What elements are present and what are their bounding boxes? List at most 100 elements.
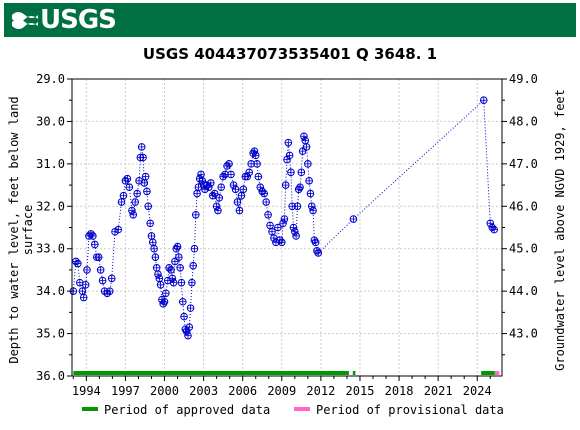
data-point bbox=[91, 240, 99, 249]
data-point bbox=[107, 274, 116, 283]
legend-provisional-swatch bbox=[294, 407, 310, 411]
y-right-tick-label: 46.0 bbox=[509, 199, 538, 213]
data-point bbox=[486, 219, 495, 228]
data-point bbox=[239, 185, 248, 194]
approved-period-bar bbox=[352, 371, 356, 375]
x-tick-label: 2015 bbox=[346, 384, 375, 398]
data-point bbox=[160, 297, 169, 306]
data-point bbox=[144, 202, 153, 211]
data-point bbox=[313, 247, 321, 255]
data-point bbox=[175, 253, 183, 262]
data-point bbox=[296, 183, 304, 191]
data-point bbox=[159, 300, 168, 308]
y-right-tick-label: 44.0 bbox=[509, 284, 538, 298]
y-axis-right: 49.0 48.0 47.0 46.0 45.0 44.0 43.0 bbox=[502, 72, 538, 356]
data-point bbox=[314, 249, 323, 257]
data-point bbox=[297, 168, 306, 177]
y-right-tick-label: 45.0 bbox=[509, 242, 538, 256]
data-point bbox=[279, 219, 287, 228]
data-point bbox=[189, 261, 197, 270]
data-point bbox=[98, 276, 107, 285]
data-point bbox=[162, 289, 170, 298]
data-point bbox=[193, 189, 201, 198]
data-point bbox=[197, 170, 205, 179]
data-point bbox=[302, 143, 311, 151]
data-point bbox=[245, 168, 254, 177]
data-point bbox=[201, 185, 209, 194]
data-point bbox=[235, 206, 244, 215]
data-point bbox=[227, 170, 235, 179]
x-tick-label: 1997 bbox=[111, 384, 140, 398]
data-point bbox=[81, 280, 90, 289]
data-point bbox=[147, 232, 156, 240]
data-point bbox=[214, 206, 222, 215]
data-point bbox=[167, 266, 175, 274]
data-point bbox=[129, 210, 138, 219]
y-right-tick-label: 49.0 bbox=[509, 72, 538, 86]
x-tick-label: 2009 bbox=[267, 384, 296, 398]
data-point bbox=[180, 312, 188, 321]
x-tick-label: 2006 bbox=[228, 384, 257, 398]
data-point bbox=[155, 274, 164, 283]
data-point bbox=[188, 278, 196, 287]
data-point bbox=[225, 160, 233, 168]
y-left-tick-label: 35.0 bbox=[36, 327, 65, 341]
y-left-tick-label: 30.0 bbox=[36, 114, 65, 128]
data-point bbox=[140, 179, 149, 187]
data-point bbox=[143, 187, 151, 196]
data-point bbox=[139, 153, 147, 162]
y-left-tick-label: 34.0 bbox=[36, 284, 65, 298]
data-point bbox=[119, 191, 128, 200]
data-point bbox=[135, 177, 143, 185]
x-axis: 1994 1997 2000 2003 2006 2009 2012 2015 2018 2021… bbox=[72, 376, 492, 398]
legend-provisional-label: Period of provisional data bbox=[316, 403, 504, 417]
data-point bbox=[237, 191, 246, 200]
data-point bbox=[298, 147, 307, 155]
grid-lines bbox=[72, 78, 502, 377]
data-point bbox=[178, 297, 187, 306]
data-point bbox=[150, 244, 158, 253]
x-tick-label: 2024 bbox=[463, 384, 492, 398]
data-point bbox=[156, 280, 165, 289]
data-point bbox=[133, 189, 141, 198]
data-point bbox=[151, 253, 160, 262]
y-right-tick-label: 47.0 bbox=[509, 157, 538, 171]
data-point bbox=[301, 136, 310, 145]
usgs-wave-icon bbox=[12, 12, 38, 29]
data-point bbox=[479, 96, 488, 105]
chart-title: USGS 404437073535401 Q 3648. 1 bbox=[143, 45, 437, 63]
data-point bbox=[83, 266, 91, 274]
period-bars bbox=[73, 371, 500, 375]
data-point bbox=[169, 278, 178, 287]
approved-period-bar bbox=[73, 371, 349, 375]
data-point bbox=[215, 194, 224, 202]
data-point bbox=[311, 238, 320, 247]
data-point bbox=[304, 160, 312, 168]
x-tick-label: 1994 bbox=[72, 384, 101, 398]
x-tick-label: 2021 bbox=[424, 384, 453, 398]
data-point bbox=[490, 225, 498, 234]
x-tick-label: 2003 bbox=[189, 384, 218, 398]
data-point bbox=[243, 172, 252, 181]
data-point bbox=[96, 266, 105, 274]
data-point bbox=[123, 174, 132, 183]
data-point bbox=[284, 138, 293, 147]
data-series bbox=[69, 96, 498, 340]
data-point bbox=[262, 198, 270, 206]
data-point bbox=[233, 198, 242, 206]
data-point bbox=[260, 189, 268, 198]
data-point bbox=[177, 278, 186, 287]
data-point bbox=[105, 287, 114, 295]
data-point bbox=[280, 215, 289, 223]
data-point bbox=[309, 206, 317, 215]
data-point bbox=[250, 147, 259, 155]
provisional-period-bar bbox=[494, 371, 500, 375]
data-point bbox=[292, 232, 300, 240]
data-point bbox=[274, 223, 282, 232]
data-point bbox=[256, 183, 265, 191]
data-point bbox=[198, 177, 207, 185]
data-point bbox=[231, 185, 240, 194]
y-left-tick-label: 33.0 bbox=[36, 242, 65, 256]
data-point bbox=[131, 198, 139, 206]
legend-approved-swatch bbox=[82, 407, 98, 411]
